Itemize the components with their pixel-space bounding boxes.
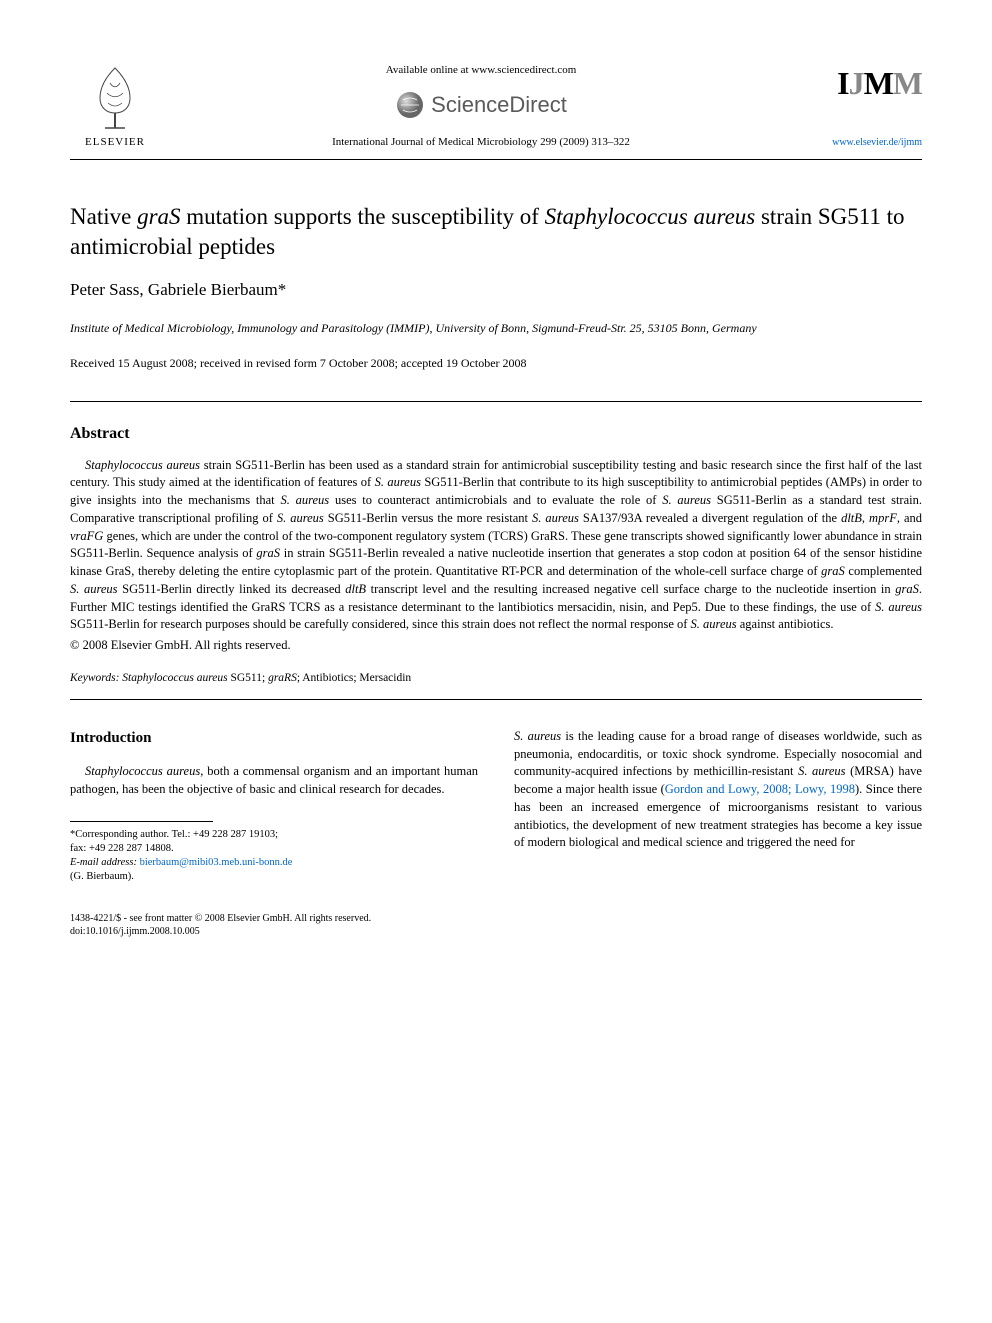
ijmm-logo-block: IJMM www.elsevier.de/ijmm: [802, 60, 922, 151]
pre-abstract-rule: [70, 401, 922, 402]
article-dates: Received 15 August 2008; received in rev…: [70, 355, 922, 372]
elsevier-tree-icon: [85, 63, 145, 133]
abs-t15: mprF: [869, 511, 897, 525]
abs-t6: uses to counteract antimicrobials and to…: [329, 493, 662, 507]
header-center: Available online at www.sciencedirect.co…: [160, 63, 802, 151]
abs-t7: S. aureus: [662, 493, 711, 507]
authors: Peter Sass, Gabriele Bierbaum*: [70, 278, 922, 303]
abs-t12: SA137/93A revealed a divergent regulatio…: [579, 511, 841, 525]
abs-t24: SG511-Berlin directly linked its decreas…: [118, 582, 346, 596]
abs-t23: S. aureus: [70, 582, 118, 596]
abs-t5: S. aureus: [280, 493, 329, 507]
abs-t32: against antibiotics.: [737, 617, 834, 631]
footnote-email-line: E-mail address: bierbaum@mibi03.meb.uni-…: [70, 856, 478, 870]
sciencedirect-text: ScienceDirect: [431, 89, 567, 121]
intro-para-left: Staphylococcus aureus, both a commensal …: [70, 763, 478, 799]
ijmm-m1: M: [864, 65, 893, 101]
ijmm-link[interactable]: www.elsevier.de/ijmm: [802, 136, 922, 151]
page-header: ELSEVIER Available online at www.science…: [70, 60, 922, 151]
ijmm-j: J: [849, 65, 864, 101]
abs-t26: transcript level and the resulting incre…: [366, 582, 895, 596]
journal-reference: International Journal of Medical Microbi…: [160, 135, 802, 151]
abs-t16: , and: [897, 511, 922, 525]
abstract-copyright: © 2008 Elsevier GmbH. All rights reserve…: [70, 636, 922, 654]
keywords: Keywords: Staphylococcus aureus SG511; g…: [70, 670, 922, 687]
abs-t9: S. aureus: [277, 511, 324, 525]
intro-r3: S. aureus: [798, 764, 845, 778]
title-part-1: Native: [70, 204, 137, 229]
footnote-email-link[interactable]: bierbaum@mibi03.meb.uni-bonn.de: [140, 857, 293, 868]
abs-t21: graS: [821, 564, 845, 578]
footnote-separator: [70, 821, 213, 822]
left-column: Introduction Staphylococcus aureus, both…: [70, 728, 478, 884]
abs-t29: S. aureus: [875, 600, 922, 614]
abs-t11: S. aureus: [532, 511, 579, 525]
title-gene: graS: [137, 204, 180, 229]
abs-t3: S. aureus: [375, 475, 421, 489]
abs-t27: graS: [895, 582, 919, 596]
corresponding-author-footnote: *Corresponding author. Tel.: +49 228 287…: [70, 828, 478, 885]
abs-t10: SG511-Berlin versus the more resistant: [324, 511, 532, 525]
ijmm-i: I: [837, 65, 848, 101]
abs-t13: dltB: [841, 511, 862, 525]
body-columns: Introduction Staphylococcus aureus, both…: [70, 728, 922, 884]
abs-t14: ,: [862, 511, 869, 525]
abs-t19: graS: [256, 546, 280, 560]
affiliation: Institute of Medical Microbiology, Immun…: [70, 320, 922, 337]
abs-t22: complemented: [845, 564, 922, 578]
footer-line-2: doi:10.1016/j.ijmm.2008.10.005: [70, 925, 922, 938]
abs-t25: dltB: [345, 582, 366, 596]
footnote-corr: *Corresponding author. Tel.: +49 228 287…: [70, 828, 478, 842]
abs-t30: SG511-Berlin for research purposes shoul…: [70, 617, 691, 631]
ijmm-m2: M: [893, 65, 922, 101]
introduction-heading: Introduction: [70, 728, 478, 749]
keywords-gene: graRS: [268, 672, 297, 684]
elsevier-label: ELSEVIER: [85, 135, 145, 151]
intro-r1: S. aureus: [514, 729, 561, 743]
abs-t17: vraFG: [70, 529, 103, 543]
header-rule: [70, 159, 922, 160]
abstract-body: Staphylococcus aureus strain SG511-Berli…: [70, 457, 922, 635]
keywords-label: Keywords:: [70, 672, 122, 684]
available-online-text: Available online at www.sciencedirect.co…: [160, 63, 802, 79]
footnote-name: (G. Bierbaum).: [70, 870, 478, 884]
keywords-tail: ; Antibiotics; Mersacidin: [297, 672, 411, 684]
sciencedirect-icon: [395, 90, 425, 120]
title-part-2: mutation supports the susceptibility of: [181, 204, 545, 229]
keywords-species: Staphylococcus aureus: [122, 672, 227, 684]
intro-l1: Staphylococcus aureus: [85, 764, 200, 778]
intro-citation-link[interactable]: Gordon and Lowy, 2008; Lowy, 1998: [665, 782, 855, 796]
title-species: Staphylococcus aureus: [545, 204, 756, 229]
footnote-email-label: E-mail address:: [70, 857, 140, 868]
right-column: S. aureus is the leading cause for a bro…: [514, 728, 922, 884]
keywords-rest: SG511;: [228, 672, 268, 684]
intro-para-right: S. aureus is the leading cause for a bro…: [514, 728, 922, 852]
elsevier-logo-block: ELSEVIER: [70, 63, 160, 151]
ijmm-logo: IJMM: [802, 60, 922, 106]
abs-t31: S. aureus: [691, 617, 737, 631]
article-title: Native graS mutation supports the suscep…: [70, 202, 922, 262]
abs-t1: Staphylococcus aureus: [85, 458, 200, 472]
post-abstract-rule: [70, 699, 922, 700]
abstract-heading: Abstract: [70, 422, 922, 445]
footer-line-1: 1438-4221/$ - see front matter © 2008 El…: [70, 912, 922, 925]
page-footer: 1438-4221/$ - see front matter © 2008 El…: [70, 912, 922, 938]
sciencedirect-logo: ScienceDirect: [160, 89, 802, 121]
footnote-fax: fax: +49 228 287 14808.: [70, 842, 478, 856]
